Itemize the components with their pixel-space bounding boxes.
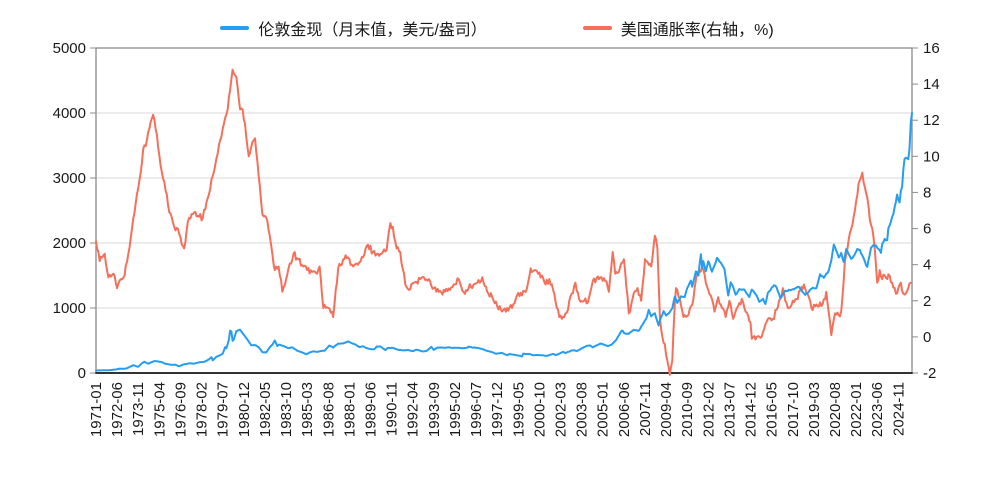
svg-text:2014-12: 2014-12 — [743, 382, 760, 437]
legend-item-inflation: 美国通胀率(右轴，%) — [582, 16, 774, 40]
svg-text:1986-08: 1986-08 — [320, 382, 337, 437]
svg-text:1980-12: 1980-12 — [236, 382, 253, 437]
inflation-series-label: 美国通胀率(右轴，%) — [620, 22, 774, 39]
svg-text:1979-07: 1979-07 — [215, 382, 232, 437]
svg-text:2: 2 — [923, 293, 931, 310]
svg-text:5000: 5000 — [53, 40, 86, 57]
svg-text:2020-08: 2020-08 — [827, 382, 844, 437]
svg-text:3000: 3000 — [53, 170, 86, 187]
chart-legend: 伦敦金现（月末值，美元/盎司） 美国通胀率(右轴，%) — [0, 16, 994, 40]
svg-text:2016-05: 2016-05 — [764, 382, 781, 437]
svg-text:1992-04: 1992-04 — [405, 382, 422, 437]
gold-series-label: 伦敦金现（月末值，美元/盎司） — [258, 22, 487, 39]
svg-text:1989-06: 1989-06 — [363, 382, 380, 437]
svg-text:2000-10: 2000-10 — [531, 382, 548, 437]
svg-text:16: 16 — [923, 40, 940, 57]
svg-text:10: 10 — [923, 148, 940, 165]
svg-text:2000: 2000 — [53, 235, 86, 252]
svg-text:1975-04: 1975-04 — [151, 382, 168, 437]
svg-text:1999-05: 1999-05 — [510, 382, 527, 437]
inflation-series-swatch — [582, 26, 612, 30]
svg-text:2024-11: 2024-11 — [890, 382, 907, 436]
gold-series-swatch — [220, 26, 250, 30]
svg-text:1976-09: 1976-09 — [173, 382, 190, 437]
svg-text:2017-10: 2017-10 — [785, 382, 802, 437]
svg-text:1985-03: 1985-03 — [299, 382, 316, 437]
svg-text:2023-06: 2023-06 — [869, 382, 886, 437]
svg-text:0: 0 — [923, 329, 931, 346]
svg-text:12: 12 — [923, 112, 940, 129]
svg-text:1983-10: 1983-10 — [278, 382, 295, 437]
svg-text:4000: 4000 — [53, 105, 86, 122]
svg-text:8: 8 — [923, 184, 931, 201]
svg-text:2022-01: 2022-01 — [848, 382, 865, 437]
svg-text:2006-06: 2006-06 — [616, 382, 633, 437]
svg-text:4: 4 — [923, 257, 931, 274]
svg-text:1988-01: 1988-01 — [341, 382, 358, 437]
svg-text:1990-11: 1990-11 — [384, 382, 401, 436]
svg-text:1995-02: 1995-02 — [447, 382, 464, 437]
legend-item-gold: 伦敦金现（月末值，美元/盎司） — [220, 16, 487, 40]
svg-text:2002-03: 2002-03 — [553, 382, 570, 437]
svg-text:1973-11: 1973-11 — [130, 382, 147, 436]
svg-text:2007-11: 2007-11 — [637, 382, 654, 436]
svg-text:0: 0 — [78, 365, 86, 382]
svg-text:1997-12: 1997-12 — [489, 382, 506, 437]
svg-text:2010-09: 2010-09 — [679, 382, 696, 437]
svg-text:2005-01: 2005-01 — [595, 382, 612, 437]
svg-text:2019-03: 2019-03 — [806, 382, 823, 437]
svg-text:1978-02: 1978-02 — [194, 382, 211, 437]
svg-text:1971-01: 1971-01 — [88, 382, 105, 437]
svg-text:14: 14 — [923, 76, 940, 93]
svg-text:6: 6 — [923, 221, 931, 238]
svg-text:2003-08: 2003-08 — [574, 382, 591, 437]
svg-text:1996-07: 1996-07 — [468, 382, 485, 437]
svg-text:1000: 1000 — [53, 300, 86, 317]
svg-text:2009-04: 2009-04 — [658, 382, 675, 437]
svg-text:2013-07: 2013-07 — [721, 382, 738, 437]
svg-text:-2: -2 — [923, 365, 936, 382]
svg-text:1993-09: 1993-09 — [426, 382, 443, 437]
svg-text:2012-02: 2012-02 — [700, 382, 717, 437]
svg-text:1982-05: 1982-05 — [257, 382, 274, 437]
svg-text:1972-06: 1972-06 — [109, 382, 126, 437]
